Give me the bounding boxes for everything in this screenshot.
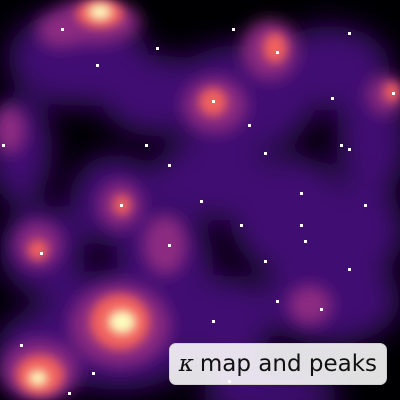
peak-marker — [348, 32, 351, 35]
peak-markers — [2, 28, 395, 395]
legend-box: κ map and peaks — [168, 343, 387, 385]
peak-marker — [212, 100, 215, 103]
peak-marker — [168, 164, 171, 167]
peak-marker — [392, 92, 395, 95]
peak-marker — [168, 244, 171, 247]
legend-label: map and peaks — [199, 351, 377, 377]
peak-marker — [145, 144, 148, 147]
peak-marker — [276, 51, 279, 54]
peak-marker — [276, 300, 279, 303]
peak-marker — [331, 97, 334, 100]
peak-marker — [240, 224, 243, 227]
peak-marker — [304, 240, 307, 243]
peak-marker — [156, 47, 159, 50]
peak-marker — [92, 372, 95, 375]
peak-marker — [212, 320, 215, 323]
peak-marker — [200, 200, 203, 203]
kappa-field-low — [0, 10, 400, 400]
legend-kappa-symbol: κ — [178, 351, 194, 377]
kappa-field-peak — [28, 4, 136, 386]
peak-marker — [20, 344, 23, 347]
peak-marker — [248, 124, 251, 127]
peak-marker — [300, 224, 303, 227]
peak-marker — [96, 64, 99, 67]
peak-marker — [61, 28, 64, 31]
peak-marker — [40, 252, 43, 255]
peak-marker — [264, 152, 267, 155]
peak-marker — [348, 148, 351, 151]
peak-marker — [120, 204, 123, 207]
peak-marker — [348, 268, 351, 271]
peak-marker — [364, 204, 367, 207]
peak-marker — [264, 260, 267, 263]
peak-marker — [300, 192, 303, 195]
peak-marker — [232, 28, 235, 31]
peak-marker — [2, 144, 5, 147]
peak-marker — [340, 144, 343, 147]
peak-marker — [68, 392, 71, 395]
peak-marker — [320, 308, 323, 311]
